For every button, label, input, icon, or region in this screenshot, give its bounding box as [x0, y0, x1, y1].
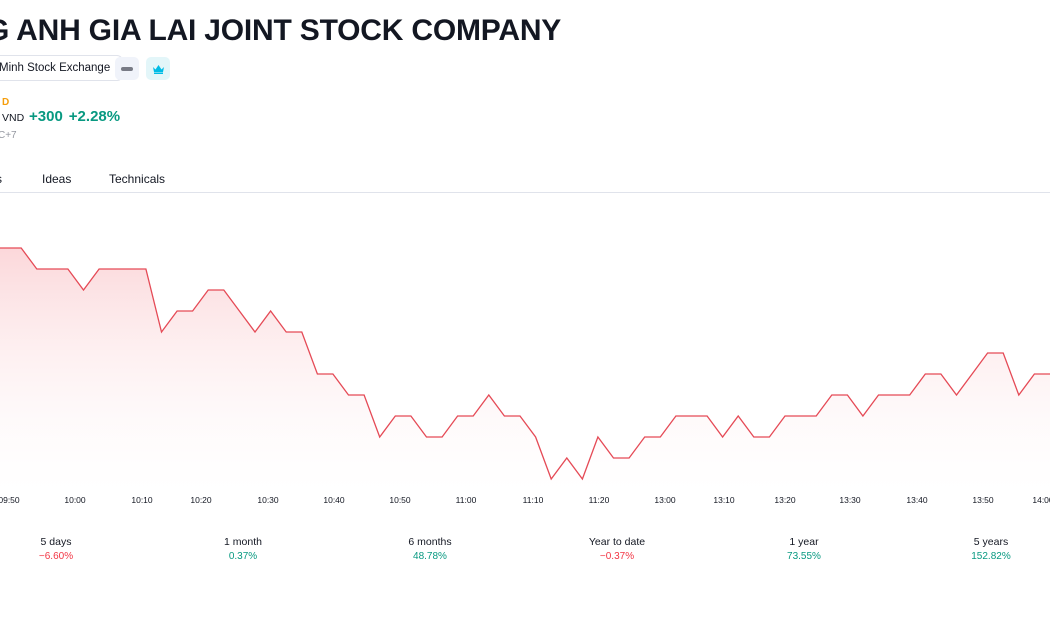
- x-tick-label: 10:00: [64, 495, 86, 505]
- perf-value: 48.78%: [413, 551, 447, 562]
- perf-label: 1 year: [789, 536, 819, 548]
- x-tick-label: 13:20: [774, 495, 796, 505]
- x-tick-label: 13:40: [906, 495, 928, 505]
- price-area: [0, 248, 1050, 493]
- price-chart[interactable]: 09:50 10:00 10:10 10:20 10:30 10:40 10:50 11:00…: [0, 193, 1050, 513]
- x-tick-label: 14:00: [1032, 495, 1050, 505]
- minus-icon: [121, 66, 133, 71]
- x-tick-label: 10:10: [131, 495, 153, 505]
- perf-value: −6.60%: [38, 551, 74, 562]
- perf-label: 5 days: [40, 536, 72, 548]
- price-change: +300 +2.28%: [29, 108, 120, 125]
- price-line: [0, 247, 1050, 481]
- x-tick-label: 13:30: [839, 495, 861, 505]
- price-chart-svg: 09:50 10:00 10:10 10:20 10:30 10:40 10:50 11:00…: [0, 247, 1050, 505]
- x-tick-label: 13:00: [654, 495, 676, 505]
- exchange-chip[interactable]: Minh Stock Exchange: [0, 55, 124, 81]
- x-tick-label: 11:20: [589, 495, 610, 505]
- crown-icon: [152, 64, 164, 74]
- tab-partial[interactable]: s: [0, 172, 2, 186]
- timezone-label: C+7: [0, 130, 17, 141]
- perf-5-years[interactable]: 5 years 152.82%: [936, 536, 1046, 562]
- x-tick-label: 10:40: [323, 495, 345, 505]
- perf-value: 73.55%: [787, 551, 821, 562]
- perf-5-days[interactable]: 5 days −6.60%: [1, 536, 111, 562]
- tab-bar: s Ideas Technicals: [0, 164, 1050, 193]
- x-tick-label: 11:00: [456, 495, 477, 505]
- perf-6-months[interactable]: 6 months 48.78%: [375, 536, 485, 562]
- x-tick-label: 10:20: [190, 495, 212, 505]
- x-axis: 09:50 10:00 10:10 10:20 10:30 10:40 10:50 11:00…: [0, 495, 1050, 505]
- perf-label: 1 month: [224, 536, 262, 548]
- tab-ideas[interactable]: Ideas: [42, 172, 72, 186]
- x-tick-label: 11:10: [523, 495, 544, 505]
- x-tick-label: 10:50: [389, 495, 411, 505]
- perf-1-month[interactable]: 1 month 0.37%: [188, 536, 298, 562]
- change-abs: +300: [29, 108, 63, 125]
- company-title: G ANH GIA LAI JOINT STOCK COMPANY: [0, 14, 562, 47]
- perf-value: 152.82%: [971, 551, 1011, 562]
- perf-value: −0.37%: [599, 551, 635, 562]
- performance-strip: 5 days −6.60% 1 month 0.37% 6 months 48.…: [0, 536, 1050, 570]
- x-tick-label: 13:10: [713, 495, 735, 505]
- market-status: D: [2, 97, 10, 108]
- perf-value: 0.37%: [228, 551, 258, 562]
- crown-button[interactable]: [146, 57, 170, 80]
- perf-label: 5 years: [973, 536, 1009, 548]
- perf-year-to-date[interactable]: Year to date −0.37%: [562, 536, 672, 562]
- perf-label: 6 months: [408, 536, 452, 548]
- x-tick-label: 13:50: [972, 495, 994, 505]
- x-tick-label: 10:30: [257, 495, 279, 505]
- tab-technicals[interactable]: Technicals: [109, 172, 166, 186]
- perf-label: Year to date: [588, 536, 646, 548]
- minus-button[interactable]: [115, 57, 139, 80]
- change-pct: +2.28%: [68, 108, 121, 125]
- currency-label: VND: [2, 112, 25, 124]
- x-tick-label: 09:50: [0, 495, 20, 505]
- perf-1-year[interactable]: 1 year 73.55%: [749, 536, 859, 562]
